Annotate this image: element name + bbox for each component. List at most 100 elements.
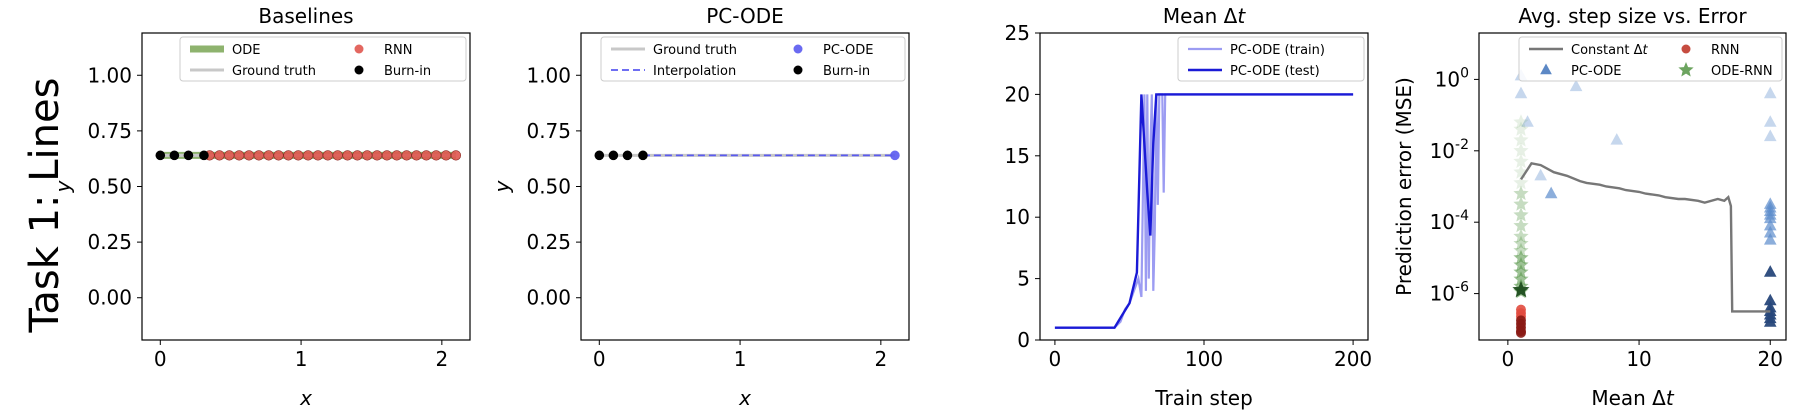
ode-rnn-point xyxy=(1513,217,1529,233)
pc-ode-point xyxy=(1534,168,1547,181)
x-tick-label: 200 xyxy=(1334,347,1372,371)
x-axis-label: x xyxy=(738,386,751,410)
x-axis-label: Train step xyxy=(1154,386,1253,410)
rnn-point xyxy=(214,150,225,161)
ode-rnn-point xyxy=(1512,281,1530,298)
legend-label: PC-ODE (test) xyxy=(1230,64,1320,79)
legend-box xyxy=(1518,36,1783,82)
rnn-point xyxy=(332,150,343,161)
y-tick-label: 0.50 xyxy=(87,175,132,199)
plot-frame xyxy=(1478,32,1787,341)
plot-area xyxy=(1054,93,1354,329)
ode-rnn-point xyxy=(1513,132,1529,147)
legend-label: ODE xyxy=(232,43,260,58)
burn-in-point xyxy=(594,150,605,161)
legend-handle xyxy=(793,65,803,75)
pc-ode-point xyxy=(1763,211,1777,224)
legend-box xyxy=(1177,36,1365,82)
legend: PC-ODE (train) PC-ODE (test) xyxy=(1177,36,1365,82)
y-tick-label: 0.00 xyxy=(87,286,132,310)
rnn-point xyxy=(362,150,373,161)
legend-label: RNN xyxy=(384,43,412,58)
rnn-point xyxy=(381,150,393,161)
rnn-point xyxy=(312,150,324,161)
y-tick-label: 10-2 xyxy=(1430,137,1469,163)
pc-ode-point xyxy=(890,150,900,161)
pc-ode-point xyxy=(1763,265,1777,277)
burn-in-point xyxy=(608,150,619,161)
rnn-point xyxy=(352,150,363,161)
rnn-point xyxy=(224,150,235,161)
pc-ode-point xyxy=(1514,86,1528,99)
x-tick-label: 0 xyxy=(154,347,167,371)
rnn-point xyxy=(440,150,452,161)
x-tick-label: 2 xyxy=(874,347,887,371)
y-tick-label: 0.75 xyxy=(526,119,571,143)
pc-ode-point xyxy=(1569,79,1583,92)
rnn-point xyxy=(293,150,304,161)
y-tick-label: 0.50 xyxy=(526,175,571,199)
y-tick-label: 1.00 xyxy=(87,63,132,87)
y-tick-label: 25 xyxy=(1005,21,1030,45)
y-tick-label: 100 xyxy=(1435,65,1469,91)
y-axis-label: y xyxy=(490,179,514,193)
rnn-point xyxy=(253,150,264,161)
legend-label: PC-ODE (train) xyxy=(1230,43,1325,58)
series-line-pc-ode-test xyxy=(1054,93,1354,329)
pc-ode-point xyxy=(1763,129,1777,142)
burn-in-point xyxy=(638,150,648,161)
legend-handle xyxy=(793,44,803,54)
x-tick-label: 0 xyxy=(1049,347,1062,371)
legend-label: Constant Δt xyxy=(1571,43,1648,58)
rnn-point xyxy=(411,150,422,161)
x-tick-label: 0 xyxy=(1501,347,1514,371)
pc-ode-point xyxy=(1763,86,1777,99)
burn-in-point xyxy=(622,150,633,161)
rnn-point xyxy=(234,150,245,161)
pc-ode-point xyxy=(1763,233,1777,245)
chart-panel-4: Avg. step size vs. Error 0 10 20 100 10-2 10-4… xyxy=(1392,4,1787,410)
legend-label: Burn-in xyxy=(384,64,431,79)
rnn-point xyxy=(401,150,412,161)
chart-panel-1: Baselines 0 1 2 0.00 0.25 0.50 0.75 1.00 x y ODE Gro… xyxy=(51,4,471,410)
series-line-constant-dt xyxy=(1519,161,1771,313)
x-tick-label: 1 xyxy=(295,347,308,371)
chart-title: Mean Δt xyxy=(1163,4,1247,28)
legend-handle xyxy=(1678,62,1694,77)
rnn-point xyxy=(391,150,402,161)
legend-label: Ground truth xyxy=(232,64,316,79)
x-tick-label: 20 xyxy=(1758,347,1783,371)
plot-area xyxy=(594,150,900,161)
y-tick-label: 5 xyxy=(1017,267,1030,291)
ode-rnn-point xyxy=(1513,196,1529,211)
ode-rnn-point xyxy=(1513,185,1529,201)
y-tick-label: 15 xyxy=(1005,144,1030,168)
rnn-point xyxy=(322,150,333,161)
legend-box xyxy=(600,36,906,82)
y-tick-label: 10-6 xyxy=(1430,280,1470,306)
chart-panel-2: PC-ODE 0 1 2 0.00 0.25 0.50 0.75 1.00 x y Ground tr… xyxy=(490,4,910,410)
ode-rnn-point xyxy=(1513,207,1529,222)
plot-area xyxy=(1512,68,1777,338)
rnn-point xyxy=(273,150,284,161)
x-tick-label: 100 xyxy=(1185,347,1223,371)
pc-ode-point xyxy=(1610,133,1624,145)
rnn-point xyxy=(283,150,294,161)
burn-in-point xyxy=(199,150,209,161)
chart-title: Avg. step size vs. Error xyxy=(1518,4,1747,28)
legend-handle xyxy=(354,65,364,75)
x-axis-label: x xyxy=(299,386,312,410)
y-tick-label: 0.00 xyxy=(526,286,571,310)
chart-panel-3: Mean Δt 0 100 200 0 5 10 15 20 25 Train step PC-ODE… xyxy=(1005,4,1373,410)
y-tick-label: 0.25 xyxy=(87,230,132,254)
burn-in-point xyxy=(155,150,166,161)
y-axis-label: Prediction error (MSE) xyxy=(1392,77,1416,296)
rnn-point xyxy=(421,150,432,161)
pc-ode-point xyxy=(1544,186,1558,199)
pc-ode-point xyxy=(1763,218,1777,231)
legend-label: PC-ODE xyxy=(1571,64,1621,79)
burn-in-point xyxy=(183,150,194,161)
legend-handle xyxy=(1540,63,1552,75)
rnn-point xyxy=(263,150,274,161)
